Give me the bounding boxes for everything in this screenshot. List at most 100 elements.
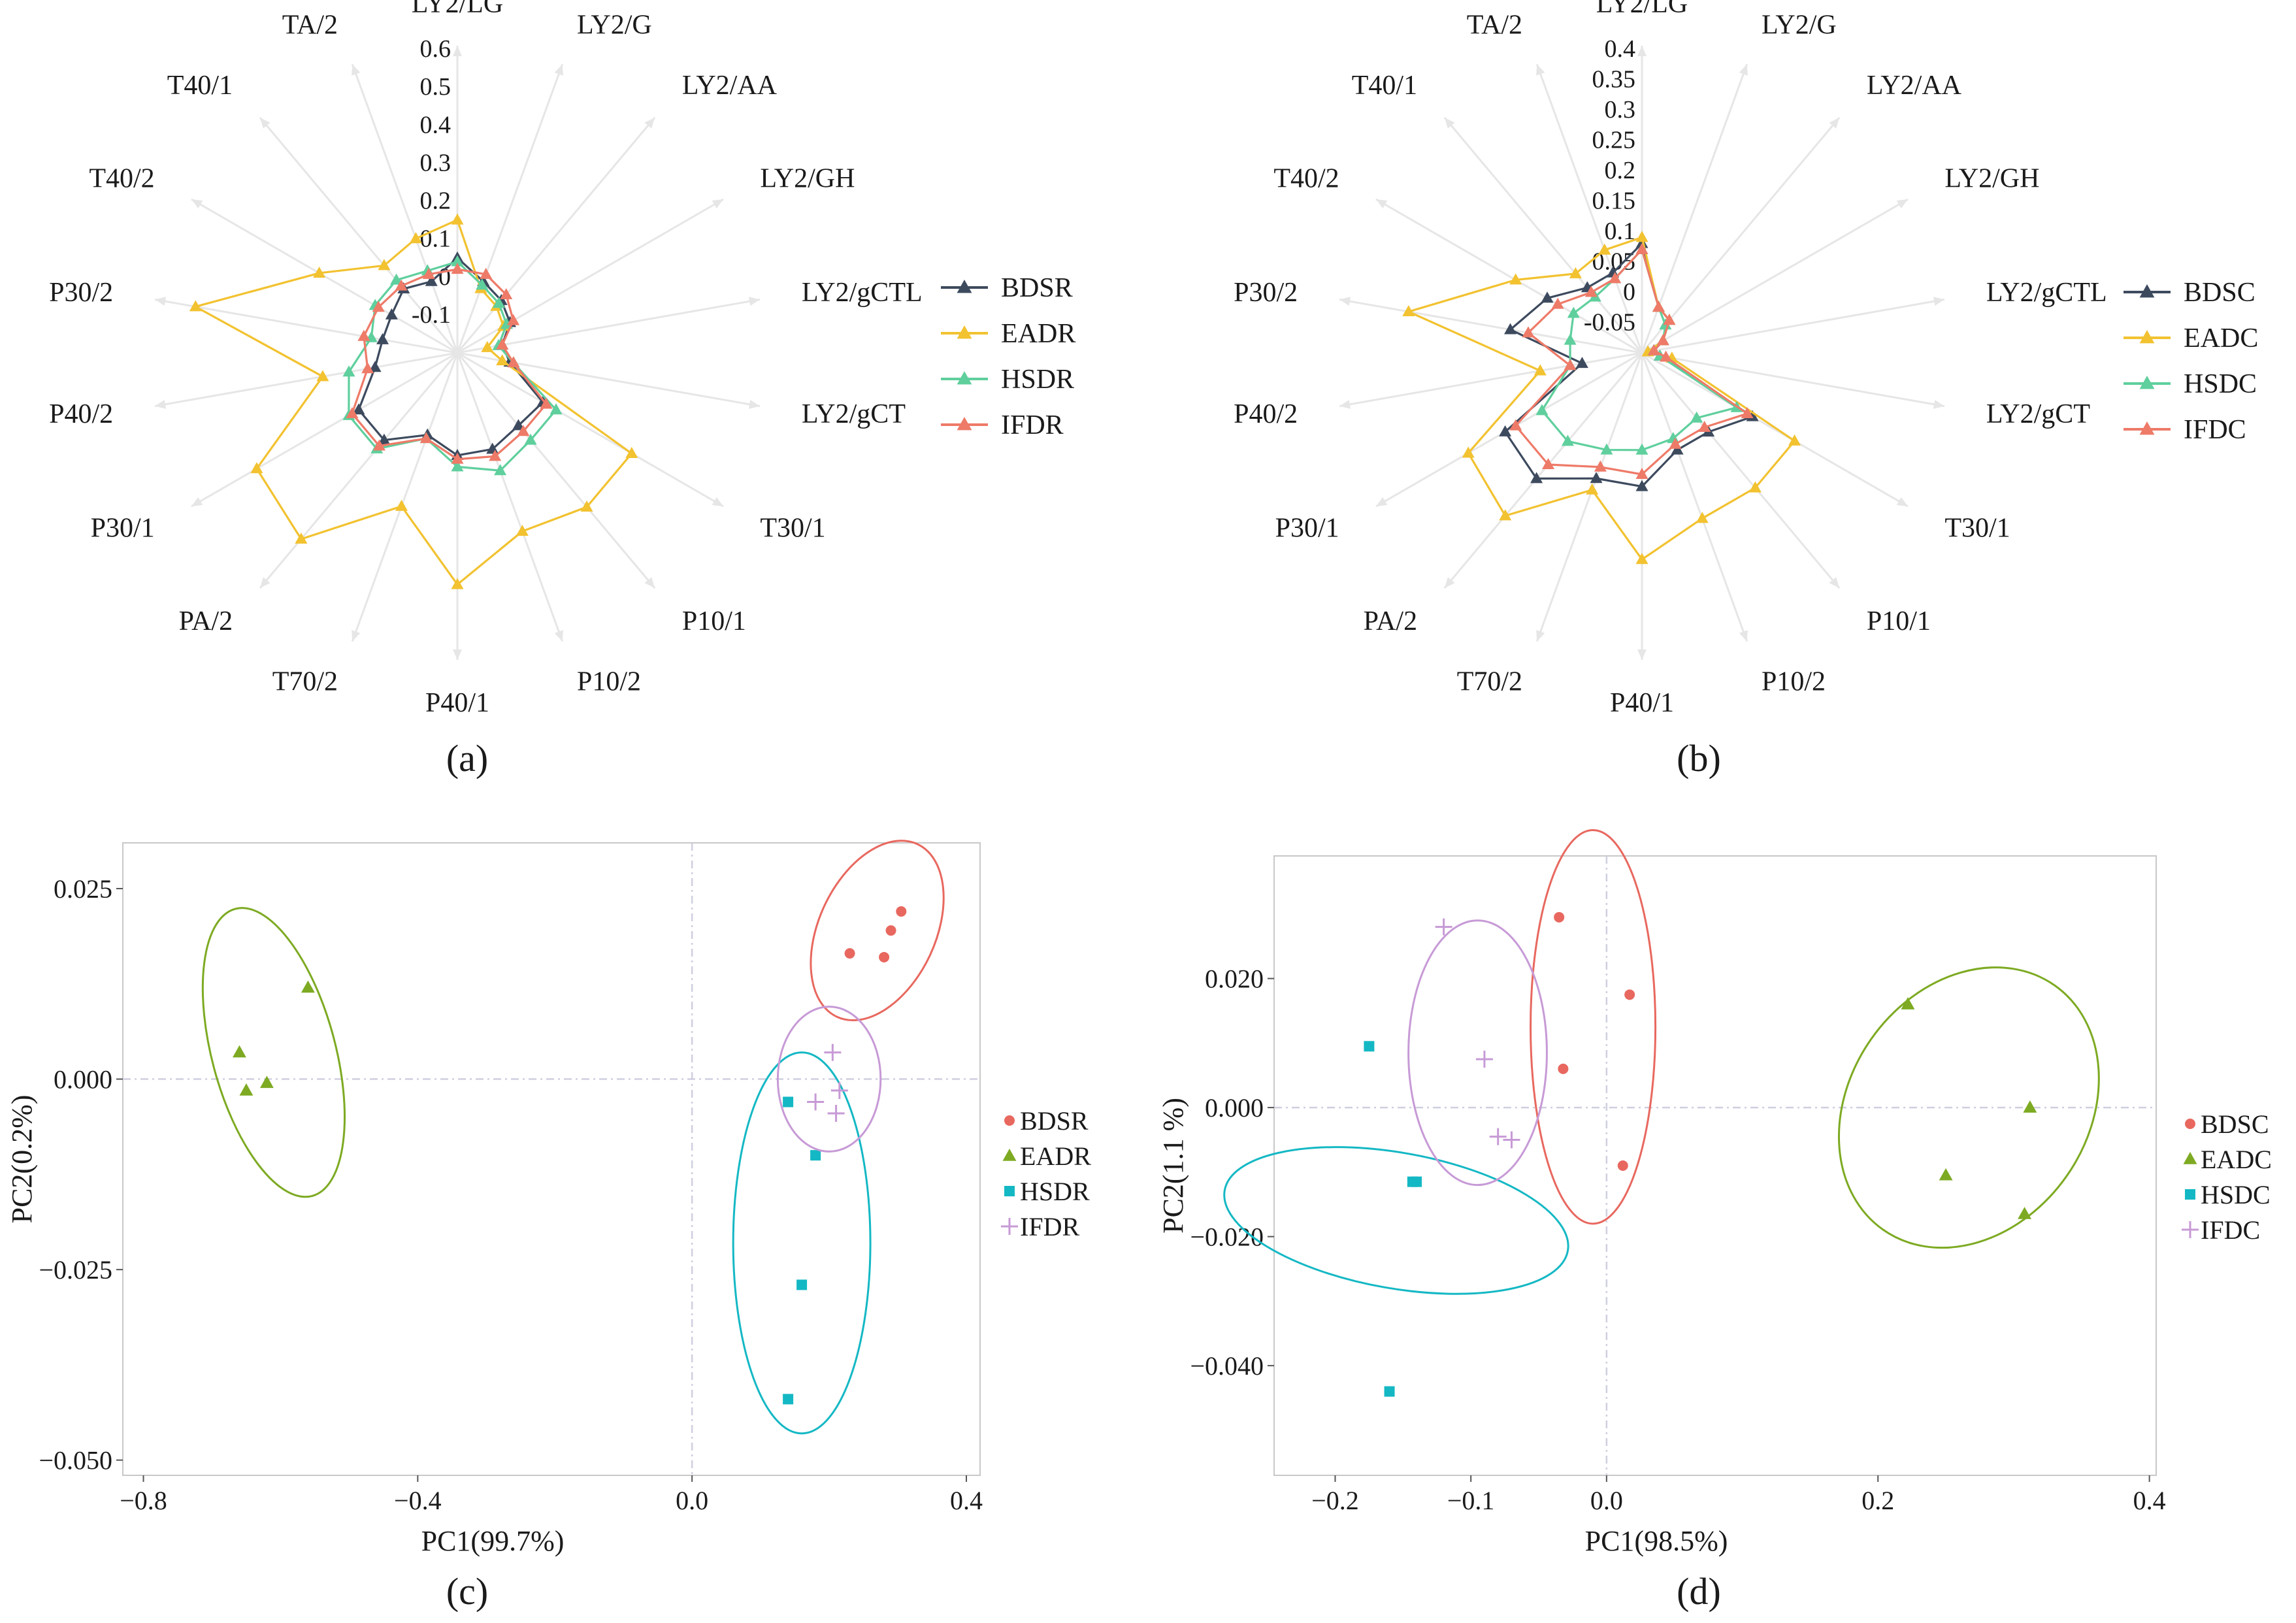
- data-point-eadr: [378, 259, 391, 270]
- radial-tick-label: 0.3: [420, 149, 451, 176]
- radar-spoke: [457, 298, 761, 354]
- axis-label-ly2-lg: LY2/LG: [412, 0, 503, 19]
- data-point-ifdc: [1660, 350, 1673, 362]
- legend-marker-eadr: [957, 325, 972, 339]
- radar-spoke-arrowhead: [1739, 630, 1748, 642]
- axis-label-ly2-lg: LY2/LG: [1596, 0, 1688, 19]
- radial-tick-label: 0.25: [1592, 127, 1636, 154]
- pca-scatter-c: −0.8 −0.4 0.0 0.4 0.025 0.000 −0.025 −0.050 PC1(…: [6, 840, 1091, 1557]
- radar-spoke-arrowhead: [155, 297, 167, 306]
- y-tick-label: 0.020: [1205, 964, 1264, 994]
- data-point-ifdc: [1594, 460, 1607, 472]
- data-point-eadc: [2023, 1100, 2037, 1113]
- radial-tick-label: 0.6: [420, 35, 451, 63]
- radar-spoke: [1339, 298, 1643, 354]
- y-axis-title: PC2(0.2%): [6, 1095, 38, 1224]
- data-point-ifdc: [1522, 326, 1535, 338]
- axis-label-t40-1: T40/1: [167, 71, 233, 101]
- radar-spoke-arrowhead: [1339, 399, 1351, 409]
- axis-label-ly2-aa: LY2/AA: [1867, 71, 1962, 101]
- radar-spoke: [1535, 63, 1643, 353]
- data-point-ifdr: [346, 407, 359, 418]
- data-point-hsdc: [1635, 443, 1648, 455]
- x-tick-label: 0.4: [2133, 1486, 2166, 1515]
- data-point-ifdr: [807, 1093, 825, 1111]
- data-point-ifdr: [830, 1082, 848, 1100]
- data-point-ifdr: [507, 314, 520, 325]
- confidence-ellipse-eadc: [1837, 966, 2100, 1249]
- data-point-eadc: [1635, 553, 1648, 565]
- data-point-eadr: [189, 300, 202, 312]
- data-point-hsdr: [494, 464, 507, 476]
- data-point-eadc: [1939, 1168, 1953, 1181]
- axis-label-p30-1: P30/1: [91, 514, 155, 544]
- data-point-ifdr: [451, 452, 464, 464]
- legend-label-ifdc: IFDC: [2201, 1215, 2260, 1245]
- radial-tick-label: 0.35: [1592, 66, 1636, 93]
- radar-spoke-arrowhead: [1536, 630, 1545, 642]
- radar-spoke-arrowhead: [1896, 199, 1909, 209]
- y-tick-label: −0.040: [1190, 1351, 1264, 1381]
- data-point-eadc: [1901, 997, 1915, 1009]
- axis-label-p30-2: P30/2: [1234, 278, 1298, 308]
- radar-spoke-arrowhead: [259, 117, 271, 129]
- radar-spoke-arrowhead: [1444, 117, 1455, 129]
- data-point-bdsr: [885, 925, 896, 936]
- plot-frame: [122, 842, 981, 1476]
- data-point-eadr: [232, 1045, 246, 1058]
- data-point-bdsr: [385, 308, 398, 320]
- radar-spoke: [456, 116, 656, 353]
- radial-tick-label: 0.4: [420, 111, 451, 139]
- data-point-bdsc: [1635, 480, 1648, 491]
- legend-marker-hsdc: [2139, 376, 2155, 389]
- data-point-eadr: [451, 213, 464, 225]
- x-axis-title: PC1(98.5%): [1585, 1525, 1728, 1557]
- axis-label-ly2-aa: LY2/AA: [682, 71, 778, 101]
- radial-tick-label: 0.2: [420, 188, 451, 215]
- confidence-ellipse-hsdc: [1223, 1146, 1569, 1295]
- radar-spoke: [351, 352, 459, 642]
- radar-spoke: [1375, 198, 1643, 354]
- data-point-eadc: [1598, 243, 1611, 255]
- data-point-hsdc: [1411, 1176, 1422, 1187]
- radial-tick-label: 0.3: [1605, 96, 1636, 123]
- x-axis-title: PC1(99.7%): [421, 1525, 565, 1557]
- data-point-hsdr: [783, 1394, 794, 1405]
- legend-marker-bdsc: [2139, 284, 2155, 298]
- radar-spoke-arrowhead: [453, 46, 462, 56]
- radar-spoke-arrowhead: [352, 630, 361, 642]
- data-point-eadr: [316, 370, 329, 382]
- radar-spoke-arrowhead: [155, 399, 167, 409]
- radar-spoke: [259, 352, 459, 589]
- data-point-eadc: [1788, 434, 1801, 446]
- data-point-eadc: [1509, 273, 1522, 285]
- y-tick-label: 0.000: [54, 1065, 112, 1094]
- data-point-hsdr: [549, 403, 563, 415]
- radial-tick-label: 0.5: [420, 73, 451, 101]
- data-point-hsdc: [1364, 1041, 1375, 1052]
- legend-label-hsdr: HSDR: [1020, 1177, 1090, 1206]
- radar-spoke: [1641, 198, 1909, 354]
- radar-spoke-arrowhead: [352, 64, 361, 76]
- legend-marker-hsdr: [957, 371, 972, 385]
- legend-marker-bdsr: [1004, 1115, 1015, 1126]
- radar-spoke: [456, 63, 564, 353]
- radial-tick-label: -0.05: [1584, 309, 1635, 336]
- data-point-bdsr: [352, 403, 365, 415]
- radar-spoke: [351, 63, 459, 353]
- data-point-bdsr: [879, 951, 890, 962]
- x-tick-label: 0.0: [676, 1486, 708, 1515]
- x-tick-label: −0.1: [1447, 1486, 1495, 1515]
- radar-spoke-arrowhead: [1829, 117, 1840, 129]
- axis-label-ly2-gh: LY2/GH: [760, 164, 855, 194]
- radar-spoke-arrowhead: [1375, 497, 1388, 506]
- radar-spoke: [1443, 352, 1643, 589]
- legend-marker-hsdr: [1004, 1186, 1015, 1196]
- data-point-eadr: [451, 578, 464, 589]
- data-point-bdsr: [378, 433, 391, 445]
- radar-spoke-arrowhead: [1637, 46, 1647, 56]
- axis-label-ly2-gh: LY2/GH: [1944, 164, 2039, 194]
- data-point-ifdr: [480, 267, 493, 279]
- legend-label-eadc: EADC: [2184, 323, 2258, 353]
